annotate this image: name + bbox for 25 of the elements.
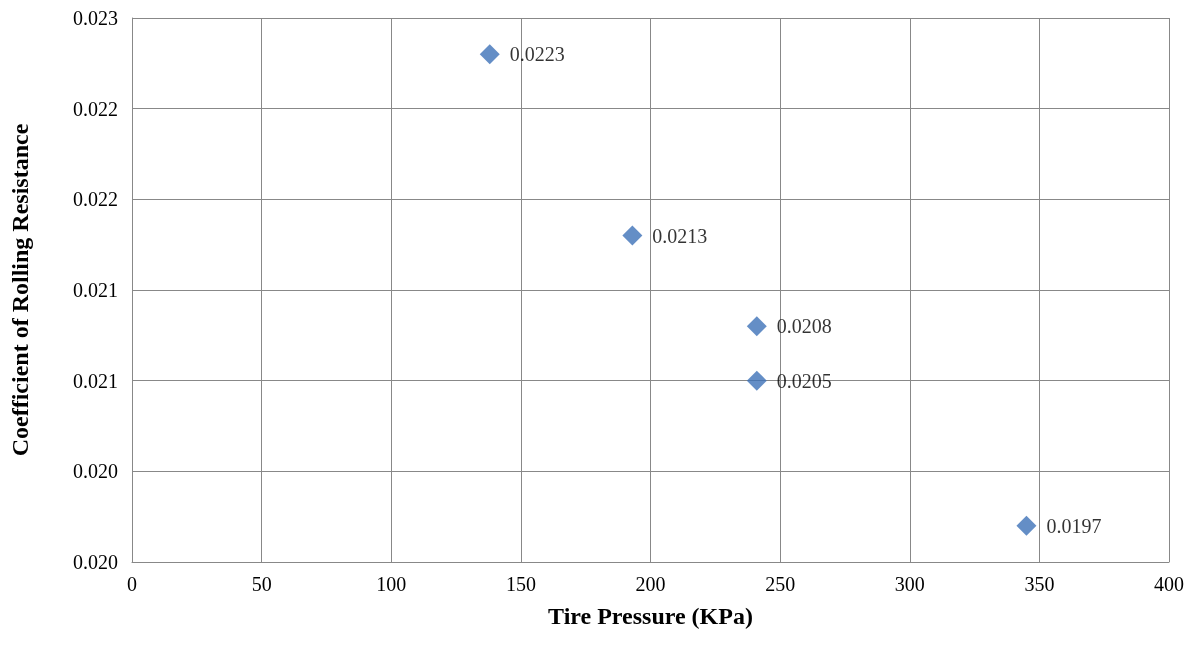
x-tick-label: 300 [894,573,925,595]
point [1016,515,1037,536]
y-tick-label: 0.020 [73,460,118,483]
x-tick-label: 200 [635,573,666,595]
y-tick-label: 0.022 [73,97,118,120]
x-tick-label: 50 [251,573,272,595]
x-tick-label: 250 [765,573,796,595]
x-tick-label: 150 [505,573,536,595]
point [622,225,643,246]
y-tick-label: 0.023 [73,7,118,29]
data-label: 0.0213 [652,224,708,247]
x-tick-label: 400 [1154,573,1184,595]
x-tick-label: 0 [127,573,137,595]
point [479,44,500,65]
data-label: 0.0197 [1046,514,1102,537]
y-tick-label: 0.021 [73,279,118,301]
y-tick-label: 0.021 [73,369,118,392]
x-axis-title: Tire Pressure (KPa) [548,603,753,629]
x-tick-label: 100 [376,573,407,595]
y-tick-label: 0.022 [73,188,118,211]
y-axis-title: Coefficient of Rolling Resistance [7,123,33,457]
point [746,370,767,391]
x-tick-label: 350 [1024,573,1055,595]
y-tick-label: 0.020 [73,551,118,573]
point [746,316,767,337]
